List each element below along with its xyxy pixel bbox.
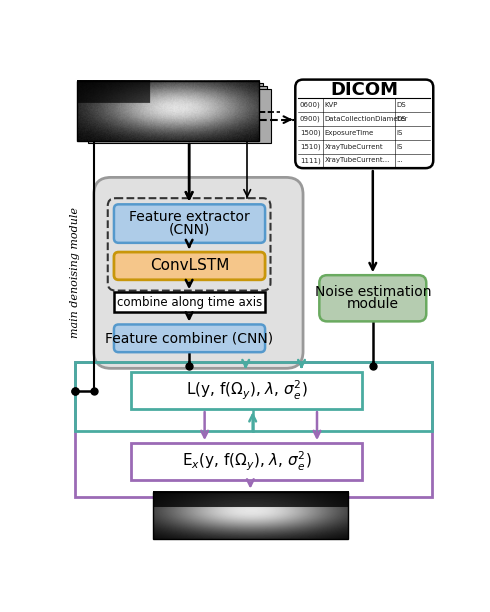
Text: (CNN): (CNN) [169,223,210,237]
Bar [153,491,348,539]
FancyBboxPatch shape [114,204,265,243]
FancyBboxPatch shape [94,177,303,368]
Text: KVP: KVP [325,102,338,108]
FancyBboxPatch shape [114,324,265,352]
FancyBboxPatch shape [295,80,433,168]
Text: 0900): 0900) [300,116,320,122]
Text: 1111): 1111) [300,157,320,163]
Bar [114,292,265,312]
Text: DICOM: DICOM [330,81,398,99]
Bar [81,83,263,136]
Text: ExposureTime: ExposureTime [325,130,374,136]
Text: L(y, f($\Omega_y$), $\lambda$, $\sigma_e^2$): L(y, f($\Omega_y$), $\lambda$, $\sigma_e… [186,379,307,402]
Text: 1500): 1500) [300,130,320,136]
Text: DS: DS [396,116,406,122]
Text: combine along time axis: combine along time axis [117,296,262,308]
Text: E$_x$(y, f($\Omega_y$), $\lambda$, $\sigma_e^2$): E$_x$(y, f($\Omega_y$), $\lambda$, $\sig… [182,450,311,473]
Bar [88,89,270,143]
Bar [75,362,432,497]
Text: IS: IS [396,130,402,136]
Bar [75,362,432,431]
Text: Feature combiner (CNN): Feature combiner (CNN) [105,331,273,345]
Text: 0600): 0600) [300,102,320,108]
Bar [77,81,259,141]
Text: XrayTubeCurrent...: XrayTubeCurrent... [325,157,390,163]
Bar [84,86,267,140]
FancyBboxPatch shape [114,252,265,280]
Text: ConvLSTM: ConvLSTM [150,258,229,274]
Text: main denoising module: main denoising module [70,207,80,338]
Text: 1510): 1510) [300,143,320,150]
Bar [131,372,362,409]
Text: DataCollectionDiameter: DataCollectionDiameter [325,116,408,122]
Bar [131,443,362,480]
Text: Noise estimation: Noise estimation [315,285,431,299]
Text: Feature extractor: Feature extractor [129,211,250,225]
FancyBboxPatch shape [319,275,426,321]
Text: IS: IS [396,144,402,149]
Text: XrayTubeCurrent: XrayTubeCurrent [325,144,383,149]
Text: module: module [347,297,399,312]
Text: DS: DS [396,102,406,108]
Text: ...: ... [396,157,403,163]
